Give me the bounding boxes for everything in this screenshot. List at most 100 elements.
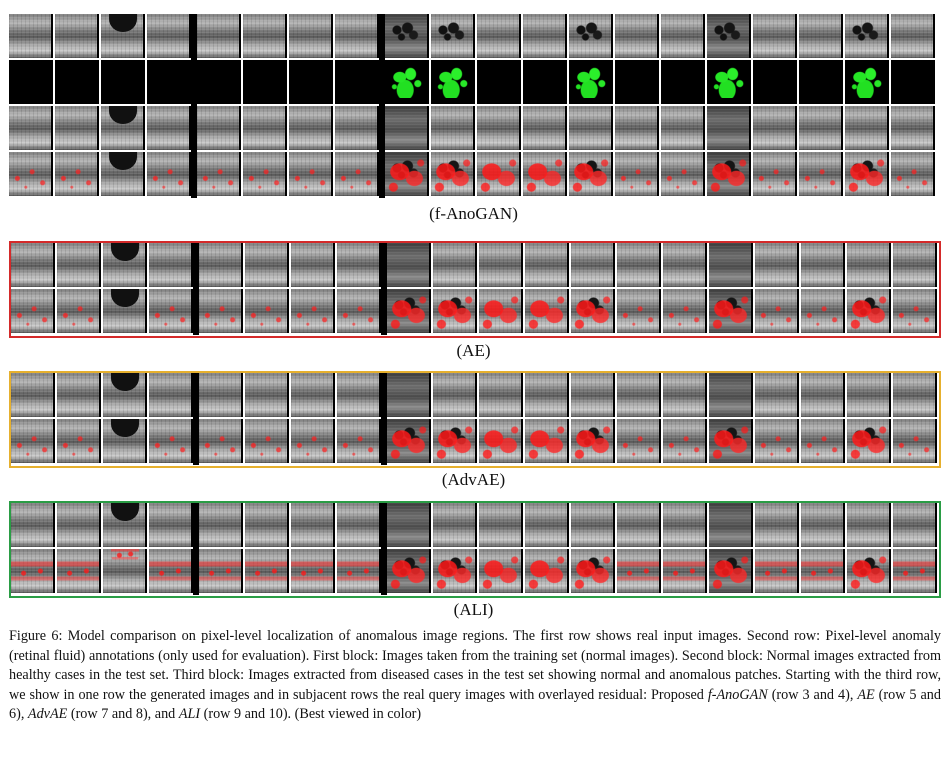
- residual-image-tile: [385, 152, 429, 196]
- input-image-tile: [845, 14, 889, 58]
- generated-image-tile: [433, 503, 477, 547]
- residual-image-tile: [709, 549, 753, 593]
- generated-image-tile: [11, 373, 55, 417]
- input-image-tile: [335, 14, 379, 58]
- generated-image-tile: [245, 243, 289, 287]
- block-separator: [193, 243, 199, 335]
- residual-image-tile: [801, 419, 845, 463]
- input-image-tile: [197, 14, 241, 58]
- residual-image-tile: [11, 289, 55, 333]
- generated-image-tile: [433, 243, 477, 287]
- generated-image-tile: [291, 373, 335, 417]
- residual-image-tile: [337, 289, 381, 333]
- block-separator: [193, 503, 199, 595]
- generated-image-tile: [335, 106, 379, 150]
- generated-image-tile: [103, 373, 147, 417]
- residual-image-tile: [337, 549, 381, 593]
- generated-image-tile: [525, 373, 569, 417]
- annotation-tile: [845, 60, 889, 104]
- residual-image-tile: [479, 289, 523, 333]
- residual-image-tile: [709, 419, 753, 463]
- input-image-tile: [707, 14, 751, 58]
- annotation-tile: [707, 60, 751, 104]
- residual-image-tile: [291, 419, 335, 463]
- generated-image-tile: [799, 106, 843, 150]
- residual-image-tile: [103, 549, 147, 593]
- residual-image-tile: [291, 549, 335, 593]
- residual-image-tile: [433, 549, 477, 593]
- residual-image-tile: [57, 289, 101, 333]
- residual-image-tile: [387, 289, 431, 333]
- generated-image-tile: [385, 106, 429, 150]
- annotation-tile: [523, 60, 567, 104]
- generated-image-tile: [337, 373, 381, 417]
- input-image-tile: [243, 14, 287, 58]
- residual-image-tile: [479, 549, 523, 593]
- generated-image-tile: [243, 106, 287, 150]
- caption-model-ae: AE: [857, 686, 875, 703]
- residual-image-tile: [799, 152, 843, 196]
- residual-image-tile: [387, 549, 431, 593]
- residual-image-tile: [57, 419, 101, 463]
- generated-image-tile: [663, 503, 707, 547]
- caption-model-f-anogan: f-AnoGAN: [707, 686, 768, 703]
- annotation-tile: [891, 60, 935, 104]
- caption-text-rows-7-8: (row 7 and 8), and: [67, 706, 179, 723]
- generated-image-tile: [617, 373, 661, 417]
- residual-image-tile: [11, 419, 55, 463]
- generated-image-tile: [55, 106, 99, 150]
- generated-image-tile: [479, 243, 523, 287]
- generated-image-tile: [199, 243, 243, 287]
- generated-image-tile: [661, 106, 705, 150]
- generated-image-tile: [755, 243, 799, 287]
- residual-image-tile: [149, 549, 193, 593]
- residual-image-tile: [845, 152, 889, 196]
- caption-text: Model comparison on pixel-level localiza…: [9, 628, 942, 703]
- generated-image-tile: [479, 503, 523, 547]
- block-separator: [381, 503, 387, 595]
- residual-image-tile: [847, 419, 891, 463]
- generated-image-tile: [101, 106, 145, 150]
- generated-image-tile: [525, 243, 569, 287]
- input-image-tile: [9, 14, 53, 58]
- residual-image-tile: [707, 152, 751, 196]
- generated-image-tile: [149, 243, 193, 287]
- input-image-tile: [385, 14, 429, 58]
- residual-image-tile: [243, 152, 287, 196]
- generated-image-tile: [431, 106, 475, 150]
- residual-image-tile: [199, 549, 243, 593]
- generated-image-tile: [523, 106, 567, 150]
- residual-image-tile: [801, 549, 845, 593]
- residual-image-tile: [149, 289, 193, 333]
- input-image-tile: [523, 14, 567, 58]
- annotation-tile: [9, 60, 53, 104]
- generated-image-tile: [707, 106, 751, 150]
- figure-caption: Figure 6: Model comparison on pixel-leve…: [9, 627, 941, 725]
- residual-image-tile: [663, 289, 707, 333]
- panel-ae: [9, 241, 941, 338]
- annotation-tile: [799, 60, 843, 104]
- generated-image-tile: [11, 243, 55, 287]
- panel-label-advae: (AdvAE): [441, 470, 506, 489]
- residual-image-tile: [197, 152, 241, 196]
- annotation-tile: [385, 60, 429, 104]
- generated-image-tile: [199, 503, 243, 547]
- generated-image-tile: [57, 503, 101, 547]
- generated-image-tile: [57, 373, 101, 417]
- residual-image-tile: [337, 419, 381, 463]
- caption-text-rows-5-6: (row 5 and 6),: [9, 686, 941, 723]
- caption-figure-number: Figure 6:: [9, 628, 63, 644]
- input-image-tile: [753, 14, 797, 58]
- residual-image-tile: [245, 289, 289, 333]
- generated-image-tile: [477, 106, 521, 150]
- generated-image-tile: [847, 503, 891, 547]
- generated-image-tile: [893, 373, 937, 417]
- generated-image-tile: [387, 373, 431, 417]
- generated-image-tile: [617, 503, 661, 547]
- residual-image-tile: [847, 549, 891, 593]
- generated-image-tile: [845, 106, 889, 150]
- input-image-tile: [55, 14, 99, 58]
- residual-image-tile: [891, 152, 935, 196]
- panel-label-ae: (AE): [456, 341, 491, 360]
- residual-image-tile: [291, 289, 335, 333]
